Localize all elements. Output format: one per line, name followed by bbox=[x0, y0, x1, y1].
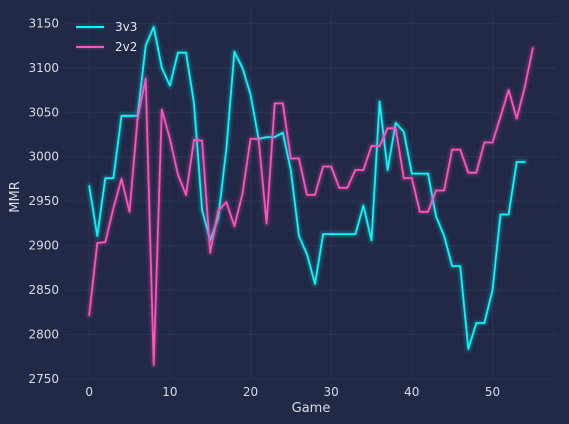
x-tick-label: 40 bbox=[404, 385, 419, 399]
x-tick-label: 10 bbox=[162, 385, 177, 399]
y-tick-label: 3100 bbox=[28, 61, 59, 75]
y-tick-label: 3000 bbox=[28, 150, 59, 164]
y-tick-label: 2750 bbox=[28, 372, 59, 386]
series-line-2v2 bbox=[88, 47, 534, 366]
x-tick-label: 50 bbox=[485, 385, 500, 399]
y-axis-ticks: 2750 2800 2850 2900 2950 3000 3050 3100 3150 bbox=[28, 16, 59, 386]
series-line-3v3 bbox=[88, 25, 526, 350]
x-tick-label: 20 bbox=[243, 385, 258, 399]
y-axis-label: MMR bbox=[8, 181, 23, 212]
x-axis-ticks: 0 10 20 30 40 50 bbox=[85, 385, 500, 399]
y-tick-label: 3050 bbox=[28, 105, 59, 119]
y-tick-label: 2900 bbox=[28, 239, 59, 253]
y-tick-label: 2950 bbox=[28, 194, 59, 208]
x-axis-label: Game bbox=[292, 401, 331, 416]
series-layer bbox=[84, 22, 538, 370]
legend-label-3v3: 3v3 bbox=[115, 20, 137, 34]
y-tick-label: 2800 bbox=[28, 328, 59, 342]
x-tick-label: 0 bbox=[85, 385, 93, 399]
y-tick-label: 3150 bbox=[28, 16, 59, 30]
legend-label-2v2: 2v2 bbox=[115, 40, 137, 54]
y-tick-label: 2850 bbox=[28, 283, 59, 297]
x-tick-label: 30 bbox=[324, 385, 339, 399]
